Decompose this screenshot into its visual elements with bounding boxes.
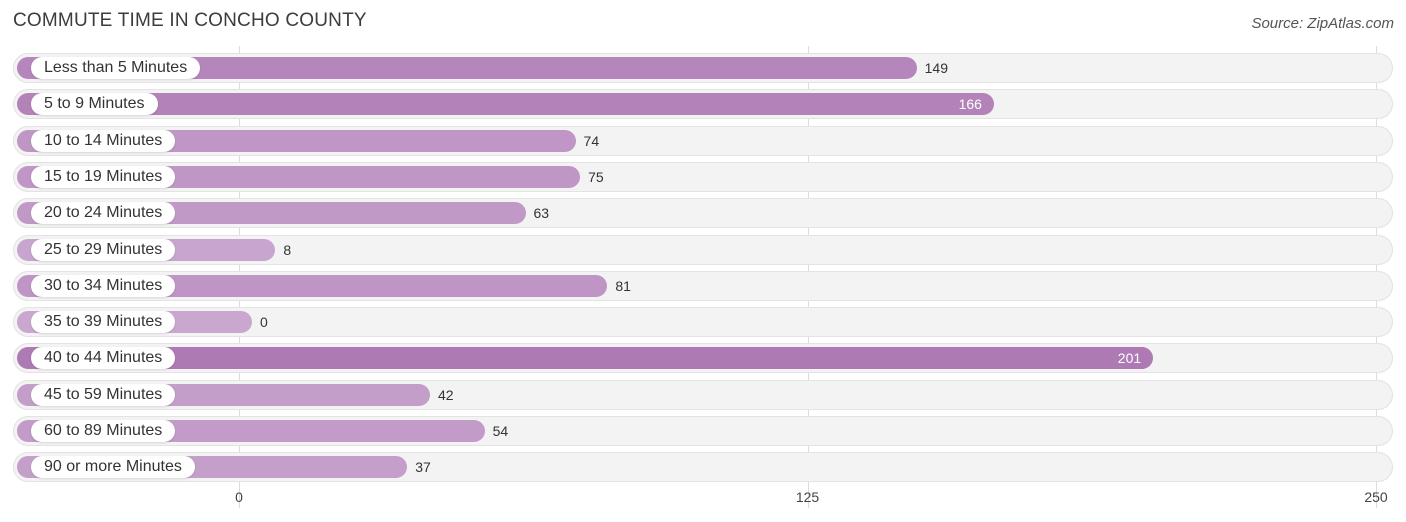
bar-row: 20 to 24 Minutes 63 [13, 198, 1393, 228]
category-label: 5 to 9 Minutes [31, 93, 158, 115]
category-label: 10 to 14 Minutes [31, 130, 176, 152]
value-label: 81 [615, 278, 631, 294]
value-label: 149 [924, 60, 948, 76]
chart-title: COMMUTE TIME IN CONCHO COUNTY [13, 10, 367, 31]
value-label: 201 [1117, 350, 1142, 366]
bar-row: 25 to 29 Minutes 8 [13, 235, 1393, 265]
bar[interactable] [17, 93, 994, 115]
bar-row: 35 to 39 Minutes 0 [13, 307, 1393, 337]
value-label: 0 [260, 314, 268, 330]
value-label: 75 [588, 169, 604, 185]
category-label: 15 to 19 Minutes [31, 166, 176, 188]
bar-row: 15 to 19 Minutes 75 [13, 162, 1393, 192]
bar-row: Less than 5 Minutes 149 [13, 53, 1393, 83]
x-tick-label: 250 [1364, 489, 1388, 505]
bar[interactable] [17, 347, 1154, 369]
x-tick-label: 0 [235, 489, 243, 505]
source-label: Source: ZipAtlas.com [1251, 15, 1394, 32]
bar-row: 40 to 44 Minutes 201 [13, 343, 1393, 373]
category-label: 35 to 39 Minutes [31, 311, 176, 333]
category-label: 60 to 89 Minutes [31, 420, 176, 442]
value-label: 8 [283, 242, 292, 258]
category-label: Less than 5 Minutes [31, 57, 201, 79]
value-label: 42 [438, 387, 454, 403]
category-label: 30 to 34 Minutes [31, 275, 176, 297]
category-label: 40 to 44 Minutes [31, 347, 176, 369]
bar[interactable] [17, 57, 917, 79]
category-label: 45 to 59 Minutes [31, 384, 176, 406]
value-label: 37 [415, 459, 431, 475]
value-label: 54 [492, 423, 509, 439]
bar-row: 5 to 9 Minutes 166 [13, 89, 1393, 119]
bar-row: 60 to 89 Minutes 54 [13, 416, 1393, 446]
value-label: 74 [583, 133, 600, 149]
bar-row: 10 to 14 Minutes 74 [13, 126, 1393, 156]
value-label: 63 [533, 205, 550, 221]
value-label: 166 [958, 96, 982, 112]
category-label: 90 or more Minutes [31, 456, 195, 478]
bar-row: 90 or more Minutes 37 [13, 452, 1393, 482]
x-tick-label: 125 [795, 489, 820, 505]
bar-row: 45 to 59 Minutes 42 [13, 380, 1393, 410]
category-label: 25 to 29 Minutes [31, 239, 176, 261]
bar-row: 30 to 34 Minutes 81 [13, 271, 1393, 301]
category-label: 20 to 24 Minutes [31, 202, 176, 224]
